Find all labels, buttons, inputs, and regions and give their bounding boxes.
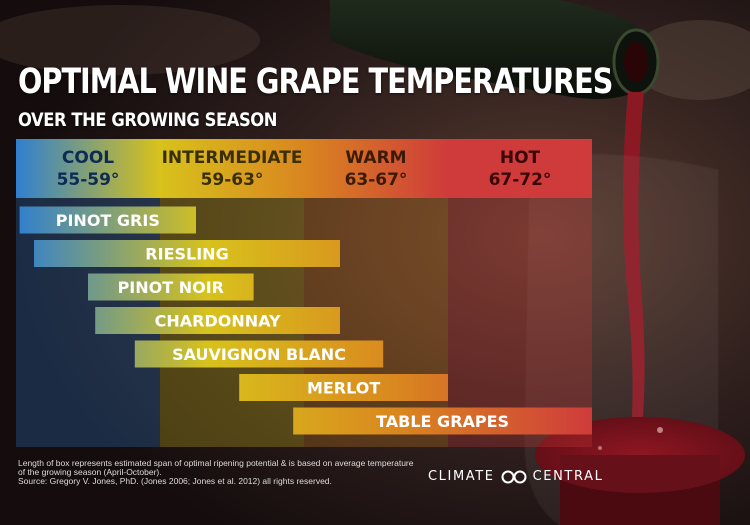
footnote-source: Source: Gregory V. Jones, PhD. (Jones 20…	[18, 476, 332, 486]
bar-label-pinot-gris: PINOT GRIS	[56, 211, 160, 230]
zone-name-warm: WARM	[345, 148, 406, 168]
zone-range-hot: 67-72°	[489, 170, 552, 190]
footnote: Length of box represents estimated span …	[18, 459, 438, 486]
bar-chardonnay	[95, 307, 340, 334]
variety-bars: PINOT GRIS RIESLING PINOT NOIR CHARDONNAY SA…	[19, 206, 592, 435]
zone-header-warm	[304, 139, 448, 198]
chart-subtitle: OVER THE GROWING SEASON	[18, 109, 277, 131]
footnote-line-1: Length of box represents estimated span …	[18, 458, 414, 468]
bar-label-chardonnay: CHARDONNAY	[155, 312, 281, 331]
bar-merlot	[239, 374, 448, 401]
zone-header-intermediate	[160, 139, 304, 198]
bar-pinot-noir	[88, 273, 254, 301]
logo-text-right: CENTRAL	[532, 469, 604, 484]
bar-label-riesling: RIESLING	[145, 245, 228, 264]
bar-label-table-grapes: TABLE GRAPES	[376, 412, 509, 431]
bar-riesling	[34, 240, 340, 267]
climate-central-logo: CLIMATE CENTRAL	[428, 469, 603, 484]
zone-header-hot	[448, 139, 592, 198]
chart-title: OPTIMAL WINE GRAPE TEMPERATURES	[18, 62, 613, 102]
zone-name-hot: HOT	[500, 148, 541, 168]
zone-range-cool: 55-59°	[57, 170, 120, 190]
zone-name-cool: COOL	[62, 148, 114, 168]
infinity-icon	[501, 470, 527, 483]
bar-pinot-gris	[19, 206, 196, 234]
zone-columns	[16, 198, 592, 447]
zone-range-intermediate: 59-63°	[201, 170, 264, 190]
bar-label-pinot-noir: PINOT NOIR	[118, 278, 224, 297]
logo-text-left: CLIMATE	[428, 469, 495, 484]
zone-header-cool	[16, 139, 160, 198]
bar-table-grapes	[293, 407, 592, 435]
footnote-line-2: of the growing season (April-October).	[18, 467, 162, 477]
bar-label-merlot: MERLOT	[307, 379, 380, 398]
zone-name-intermediate: INTERMEDIATE	[162, 148, 303, 168]
bar-sauvignon-blanc	[134, 340, 384, 368]
zone-range-warm: 63-67°	[345, 170, 408, 190]
zone-column-hot	[448, 198, 592, 447]
bar-label-sauvignon-blanc: SAUVIGNON BLANC	[172, 345, 346, 364]
